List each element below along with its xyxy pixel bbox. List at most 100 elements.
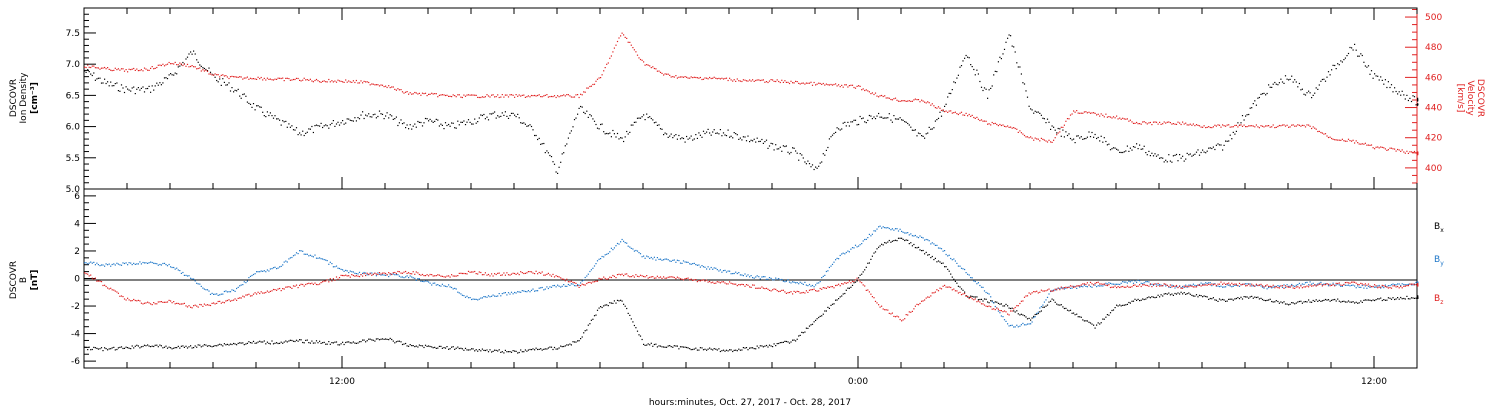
density-point — [225, 84, 227, 86]
bz-point — [601, 278, 603, 280]
by-point — [426, 280, 428, 282]
velocity-point — [644, 64, 646, 66]
by-point — [1317, 283, 1319, 285]
bz-point — [1200, 285, 1202, 287]
velocity-point — [690, 76, 692, 78]
by-point — [315, 257, 318, 259]
density-point — [1274, 81, 1276, 84]
bz-point — [699, 280, 701, 282]
density-point — [752, 140, 754, 142]
velocity-point — [613, 47, 615, 49]
density-point — [775, 144, 777, 146]
bz-point — [696, 281, 698, 283]
bx-point — [901, 237, 903, 239]
by-point — [510, 291, 513, 293]
velocity-point — [612, 51, 614, 53]
by-point — [491, 295, 493, 297]
velocity-point — [319, 81, 321, 83]
bz-point — [405, 270, 407, 273]
bz-point — [394, 271, 396, 274]
bz-point — [848, 280, 850, 282]
bz-point — [1281, 285, 1284, 287]
by-point — [252, 273, 255, 276]
by-point — [870, 235, 872, 237]
density-point — [133, 86, 135, 88]
bz-point — [620, 274, 622, 276]
bx-point — [308, 342, 310, 344]
by-point — [735, 271, 737, 273]
density-point — [692, 139, 694, 141]
density-point — [383, 118, 385, 120]
density-point — [1051, 125, 1053, 127]
bx-point — [973, 296, 975, 298]
by-point — [653, 256, 655, 258]
velocity-point — [424, 92, 427, 94]
by-point — [259, 271, 261, 273]
density-point — [1042, 117, 1044, 119]
velocity-point — [266, 77, 268, 79]
density-point — [758, 140, 760, 143]
bz-point — [581, 283, 583, 285]
density-point — [633, 121, 635, 123]
velocity-point — [288, 78, 290, 80]
bx-point — [523, 351, 525, 353]
density-point — [438, 125, 440, 127]
by-point — [709, 268, 711, 270]
bx-point — [630, 318, 632, 320]
bz-point — [678, 277, 680, 279]
density-point — [338, 124, 341, 126]
by-point — [1183, 286, 1185, 288]
by-point — [947, 255, 949, 257]
density-point — [340, 122, 342, 124]
bz-point — [931, 292, 933, 294]
bz-point — [1134, 284, 1136, 286]
bz-point — [147, 301, 149, 303]
by-point — [1286, 284, 1288, 286]
bz-point — [910, 311, 912, 313]
bz-point — [810, 289, 812, 291]
velocity-point — [1291, 124, 1293, 126]
bz-point — [655, 277, 657, 279]
by-point — [1234, 284, 1236, 286]
velocity-point — [177, 64, 179, 66]
velocity-point — [128, 68, 130, 70]
by-point — [1278, 285, 1280, 287]
velocity-point — [223, 75, 225, 77]
velocity-point — [942, 109, 944, 111]
velocity-point — [1028, 137, 1030, 139]
velocity-point — [560, 95, 562, 97]
by-point — [793, 281, 795, 283]
density-point — [131, 87, 133, 89]
density-point — [770, 142, 772, 144]
density-point — [1394, 87, 1396, 89]
density-point — [1301, 88, 1303, 90]
bz-point — [647, 277, 649, 279]
bx-point — [1093, 324, 1095, 326]
by-point — [352, 271, 354, 273]
bx-point — [464, 347, 467, 349]
density-point — [1172, 155, 1174, 157]
by-point — [1225, 286, 1227, 288]
bz-point — [1275, 286, 1277, 288]
velocity-point — [1281, 124, 1284, 126]
bx-point — [110, 348, 112, 350]
density-point — [1048, 121, 1050, 123]
density-point — [1005, 41, 1007, 43]
bx-point — [1149, 297, 1151, 299]
by-point — [403, 277, 405, 279]
density-point — [1011, 45, 1013, 47]
bz-point — [305, 283, 307, 286]
velocity-point — [323, 80, 325, 82]
velocity-point — [974, 117, 976, 119]
density-point — [882, 117, 884, 119]
velocity-point — [1108, 116, 1110, 118]
density-point — [659, 128, 662, 130]
by-point — [647, 256, 649, 258]
bz-point — [710, 282, 712, 284]
by-point — [1105, 282, 1107, 284]
bx-point — [827, 306, 829, 308]
velocity-point — [818, 82, 820, 84]
by-point — [1412, 284, 1414, 286]
velocity-point — [934, 107, 936, 109]
velocity-point — [509, 94, 511, 96]
